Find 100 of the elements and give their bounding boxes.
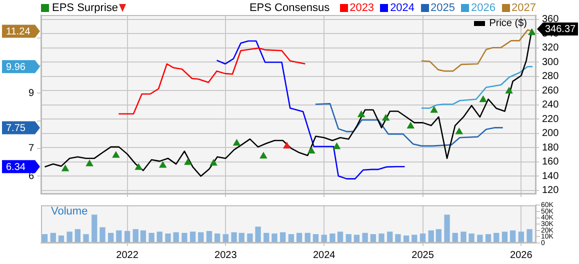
bar bbox=[378, 234, 384, 242]
bar bbox=[387, 232, 393, 242]
point bbox=[308, 146, 316, 154]
y-tick-label: 9 bbox=[28, 88, 34, 99]
bar bbox=[428, 230, 434, 242]
bar bbox=[452, 232, 458, 242]
bar bbox=[83, 234, 89, 242]
legend-label: 2024 bbox=[390, 2, 415, 14]
bar bbox=[214, 234, 220, 242]
bar bbox=[222, 234, 229, 242]
x-tick-label: 2023 bbox=[214, 250, 238, 261]
y2-tick-label: 140 bbox=[542, 170, 560, 182]
bar bbox=[42, 234, 48, 242]
bar bbox=[395, 234, 401, 242]
bar bbox=[92, 214, 98, 242]
bar bbox=[288, 234, 294, 242]
bar bbox=[444, 214, 450, 242]
y2-tick-label: 120 bbox=[542, 185, 560, 196]
x-tick-label: 2025 bbox=[412, 250, 434, 261]
text: 7.75 bbox=[6, 122, 26, 134]
bar bbox=[206, 231, 212, 242]
y2-tick-label: 320 bbox=[542, 42, 560, 54]
bar bbox=[312, 234, 319, 242]
bar bbox=[231, 232, 237, 242]
bar bbox=[468, 234, 474, 242]
y2-tick-label: 180 bbox=[542, 142, 560, 154]
point bbox=[282, 142, 291, 148]
y2-tick-label: 220 bbox=[542, 114, 560, 125]
point bbox=[357, 110, 366, 118]
point bbox=[528, 28, 536, 36]
bar bbox=[190, 232, 196, 242]
y2-tick-label: 280 bbox=[542, 71, 560, 82]
bar bbox=[526, 229, 532, 242]
bar bbox=[198, 232, 204, 242]
text: 6.34 bbox=[6, 162, 26, 173]
legend-label: 2026 bbox=[471, 2, 496, 14]
legend-title: EPS Consensus bbox=[249, 2, 330, 14]
point bbox=[86, 160, 94, 166]
bar bbox=[132, 229, 138, 242]
y2-tick-label: 200 bbox=[542, 128, 560, 140]
text: 346.37 bbox=[545, 24, 576, 36]
point bbox=[61, 164, 70, 172]
chart-title: Volume bbox=[51, 206, 88, 218]
bar bbox=[460, 232, 466, 242]
point bbox=[112, 150, 120, 158]
legend-label: Price ($) bbox=[489, 18, 527, 29]
bar bbox=[173, 232, 179, 242]
bar bbox=[100, 227, 106, 242]
bar bbox=[66, 232, 72, 242]
bar bbox=[436, 229, 442, 242]
bar bbox=[140, 230, 146, 242]
point bbox=[332, 142, 341, 150]
bar bbox=[370, 234, 376, 242]
point bbox=[479, 95, 488, 102]
x-tick-label: 2022 bbox=[116, 250, 139, 261]
legend-label: 2025 bbox=[430, 2, 456, 14]
y2-tick-label: 260 bbox=[542, 85, 560, 96]
bar bbox=[50, 232, 56, 242]
point bbox=[232, 138, 241, 146]
bar bbox=[518, 232, 524, 242]
bar bbox=[108, 232, 114, 242]
bar bbox=[494, 232, 500, 242]
bar bbox=[296, 232, 302, 242]
bar bbox=[346, 234, 352, 242]
point bbox=[455, 127, 464, 134]
bar bbox=[362, 232, 368, 242]
bar bbox=[247, 234, 253, 242]
text: 11.24 bbox=[6, 26, 31, 38]
bar bbox=[165, 234, 171, 242]
point bbox=[406, 122, 415, 128]
bar bbox=[510, 230, 516, 242]
bar bbox=[182, 232, 188, 242]
bar bbox=[148, 232, 154, 242]
legend-label: 2023 bbox=[350, 2, 374, 14]
bar bbox=[485, 234, 492, 242]
bar bbox=[304, 232, 310, 242]
x-tick-label: 2026 bbox=[510, 250, 533, 261]
bar bbox=[255, 226, 261, 242]
point bbox=[158, 160, 167, 168]
bar bbox=[272, 234, 278, 242]
bar bbox=[74, 229, 80, 242]
point bbox=[260, 152, 268, 158]
bar bbox=[330, 234, 336, 242]
x-tick-label: 2024 bbox=[312, 250, 336, 261]
bar bbox=[116, 230, 122, 242]
y-tick-label: 7 bbox=[28, 143, 34, 154]
legend-label: EPS Surprise bbox=[52, 2, 118, 14]
point bbox=[430, 106, 438, 113]
bar bbox=[238, 232, 244, 242]
point bbox=[134, 163, 142, 170]
bar bbox=[477, 234, 483, 242]
bar bbox=[264, 232, 270, 242]
bar bbox=[156, 232, 162, 242]
point bbox=[184, 158, 192, 165]
y2-tick-label: 300 bbox=[542, 56, 560, 68]
point bbox=[382, 114, 390, 121]
legend-label: 2027 bbox=[512, 2, 536, 14]
point bbox=[505, 86, 513, 94]
y2-tick-label: 360 bbox=[542, 14, 560, 26]
bar bbox=[280, 232, 286, 242]
